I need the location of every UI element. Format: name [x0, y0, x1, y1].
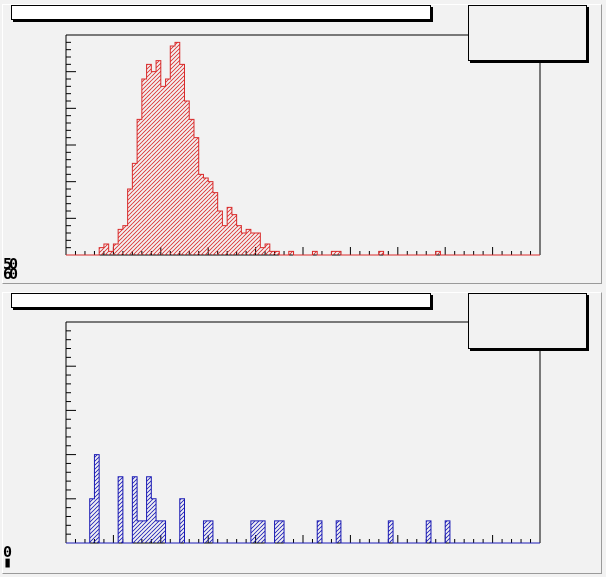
- histogram-bin: [179, 64, 185, 255]
- histogram-bin: [151, 498, 157, 543]
- bottom-histogram-stats-box: [468, 293, 587, 349]
- histogram-bin: [312, 251, 318, 255]
- histogram-bin: [99, 247, 104, 255]
- histogram-bin: [445, 520, 450, 543]
- histogram-bin: [217, 211, 223, 255]
- histogram-bin: [208, 181, 213, 255]
- histogram-bin: [227, 207, 232, 255]
- bottom-histogram-chart: [65, 321, 541, 544]
- bottom-histogram-title-box: [11, 293, 431, 308]
- histogram-bin: [388, 520, 394, 543]
- histogram-bin: [103, 244, 109, 255]
- histogram-bin: [198, 174, 204, 255]
- histogram-bin: [156, 60, 161, 255]
- top-histogram-chart: [65, 34, 541, 256]
- histogram-bin: [132, 476, 138, 543]
- histogram-bin: [184, 101, 190, 255]
- histogram-bin: [265, 244, 270, 255]
- histogram-bin: [250, 233, 256, 255]
- histogram-bin: [113, 244, 119, 255]
- histogram-bin: [279, 520, 285, 543]
- histogram-bin: [288, 251, 294, 255]
- top-histogram-pad: 50 60: [2, 4, 602, 284]
- histogram-bin: [132, 163, 138, 255]
- histogram-bin: [241, 233, 247, 255]
- histogram-bin: [193, 137, 199, 255]
- histogram-bin: [222, 225, 228, 255]
- histogram-bin: [165, 79, 171, 255]
- histogram-bars: [89, 454, 450, 543]
- histogram-bin: [189, 119, 194, 255]
- histogram-bin: [203, 178, 209, 255]
- histogram-bin: [137, 119, 142, 255]
- histogram-bin: [378, 251, 384, 255]
- histogram-bin: [118, 229, 123, 255]
- histogram-bin: [426, 520, 431, 543]
- histogram-bin: [141, 79, 147, 255]
- histogram-bin: [160, 520, 166, 543]
- top-histogram-stats-box: [468, 5, 587, 61]
- top-histogram-y-label-0: 50: [3, 255, 18, 273]
- histogram-bin: [156, 520, 161, 543]
- histogram-bin: [118, 476, 123, 543]
- histogram-bin: [250, 520, 256, 543]
- histogram-bin: [137, 520, 142, 543]
- histogram-bin: [108, 251, 114, 255]
- bottom-histogram-y-label-0-shadow: ▮: [3, 553, 12, 571]
- histogram-bin: [274, 520, 280, 543]
- histogram-bin: [212, 192, 218, 255]
- histogram-bin: [255, 520, 261, 543]
- histogram-outline: [66, 41, 540, 256]
- histogram-bin: [175, 42, 180, 256]
- histogram-bin: [255, 233, 261, 255]
- histogram-bin: [260, 520, 266, 543]
- histogram-bin: [160, 86, 166, 255]
- histogram-bin: [246, 229, 251, 255]
- histogram-bin: [94, 454, 100, 543]
- histogram-outline: [66, 454, 540, 544]
- histogram-bin: [274, 251, 280, 255]
- histogram-bin: [236, 225, 242, 255]
- histogram-bin: [170, 46, 176, 255]
- histogram-bin: [336, 520, 341, 543]
- histogram-bin: [260, 247, 266, 255]
- histogram-bin: [89, 498, 95, 543]
- histogram-bin: [336, 251, 341, 255]
- histogram-bin: [208, 520, 213, 543]
- histogram-bin: [435, 251, 441, 255]
- histogram-bin: [146, 64, 152, 255]
- histogram-bin: [146, 476, 152, 543]
- histogram-bin: [141, 520, 147, 543]
- histogram-bin: [269, 251, 275, 255]
- histogram-bin: [331, 251, 337, 255]
- top-histogram-title-box: [11, 5, 431, 20]
- histogram-bars: [99, 42, 441, 256]
- bottom-histogram-pad: 0 ▮: [2, 292, 602, 574]
- histogram-bin: [203, 520, 209, 543]
- histogram-bin: [127, 189, 133, 255]
- histogram-bin: [317, 520, 322, 543]
- top-histogram-y-label-1: 60: [3, 265, 18, 283]
- histogram-bin: [179, 498, 185, 543]
- histogram-bin: [151, 71, 157, 256]
- histogram-bin: [231, 214, 237, 255]
- histogram-bin: [122, 225, 128, 255]
- bottom-histogram-y-label-0: 0: [3, 543, 12, 561]
